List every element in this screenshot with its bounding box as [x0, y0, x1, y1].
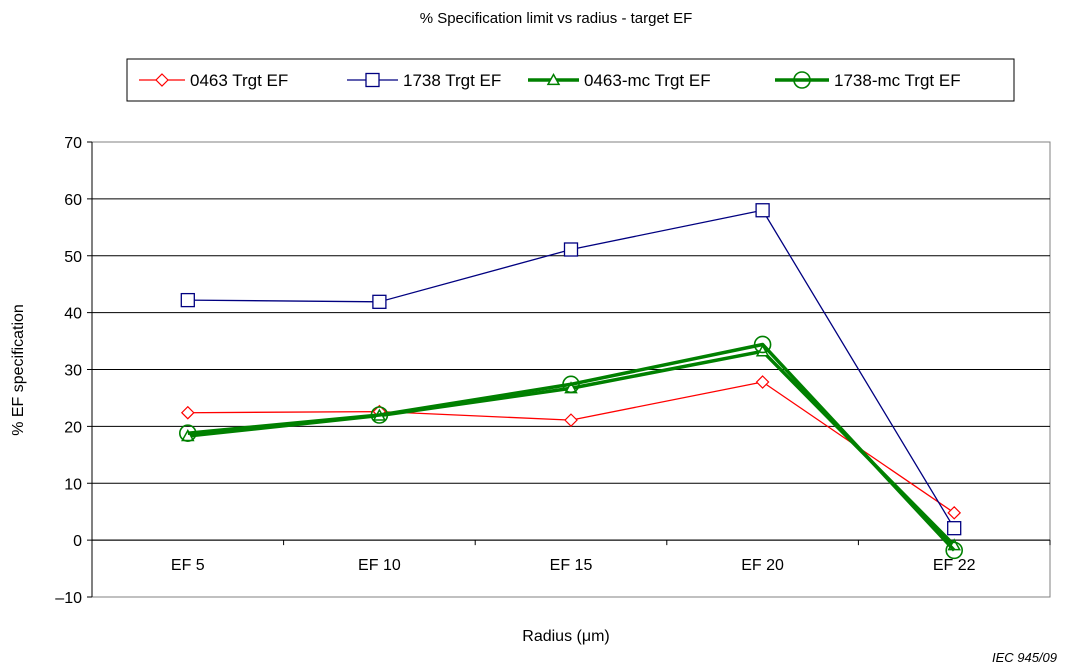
y-tick-label: 40 [64, 306, 82, 323]
legend-label: 0463 Trgt EF [190, 71, 288, 90]
diamond-marker [180, 405, 195, 420]
legend-item: 1738-mc Trgt EF [775, 71, 961, 90]
legend: 0463 Trgt EF 1738 Trgt EF 0463-mc Trgt EF 1… [126, 58, 1015, 102]
y-tick-label: 50 [64, 249, 82, 266]
y-tick-label: 60 [64, 192, 82, 209]
y-tick-label: 70 [64, 135, 82, 152]
square-marker [365, 72, 380, 88]
triangle-marker [546, 72, 561, 86]
y-axis-title: % EF specification [10, 304, 27, 436]
x-tick-label: EF 15 [550, 557, 593, 574]
diamond-marker [947, 505, 962, 520]
chart-title: % Specification limit vs radius - target… [420, 10, 693, 27]
y-tick-label: 0 [73, 533, 82, 550]
square-marker [372, 294, 387, 309]
diamond-marker [564, 413, 578, 427]
legend-label: 0463-mc Trgt EF [584, 71, 711, 90]
y-tick-label: 30 [64, 363, 82, 380]
square-marker [180, 292, 195, 308]
circle-marker [793, 71, 811, 89]
source-label: IEC 945/09 [992, 650, 1057, 665]
series-0463-trgt-ef [180, 375, 962, 520]
circle-marker [753, 335, 772, 354]
legend-label: 1738-mc Trgt EF [834, 71, 961, 90]
x-tick-label: EF 20 [741, 557, 784, 574]
series-1738-mc-trgt-ef [179, 335, 964, 560]
series-layer [179, 203, 964, 560]
y-tick-label: –10 [55, 590, 82, 607]
square-marker [563, 242, 579, 257]
x-axis-title: Radius (μm) [522, 628, 609, 645]
y-tick-label: 20 [64, 419, 82, 436]
circle-marker [945, 541, 964, 560]
legend-item: 1738 Trgt EF [347, 71, 501, 90]
x-tick-label: EF 10 [358, 557, 401, 574]
x-tick-label: EF 22 [933, 557, 976, 574]
legend-item: 0463-mc Trgt EF [528, 71, 711, 90]
legend-label: 1738 Trgt EF [403, 71, 501, 90]
legend-item: 0463 Trgt EF [139, 71, 288, 90]
square-marker [755, 203, 770, 218]
series-1738-trgt-ef [180, 203, 962, 536]
x-axis-ticks: EF 5 EF 10 EF 15 EF 20 EF 22 [91, 539, 1051, 574]
circle-marker [370, 406, 389, 424]
diamond-marker [155, 73, 169, 87]
y-axis-ticks: –10 0 10 20 30 40 50 60 70 [55, 135, 93, 607]
triangle-marker [755, 344, 770, 357]
square-marker [947, 521, 962, 536]
circle-marker [179, 424, 197, 443]
x-tick-label: EF 5 [171, 557, 205, 574]
circle-marker [562, 375, 580, 394]
diamond-marker [755, 375, 770, 389]
series-line [187, 342, 956, 552]
y-tick-label: 10 [64, 476, 82, 493]
